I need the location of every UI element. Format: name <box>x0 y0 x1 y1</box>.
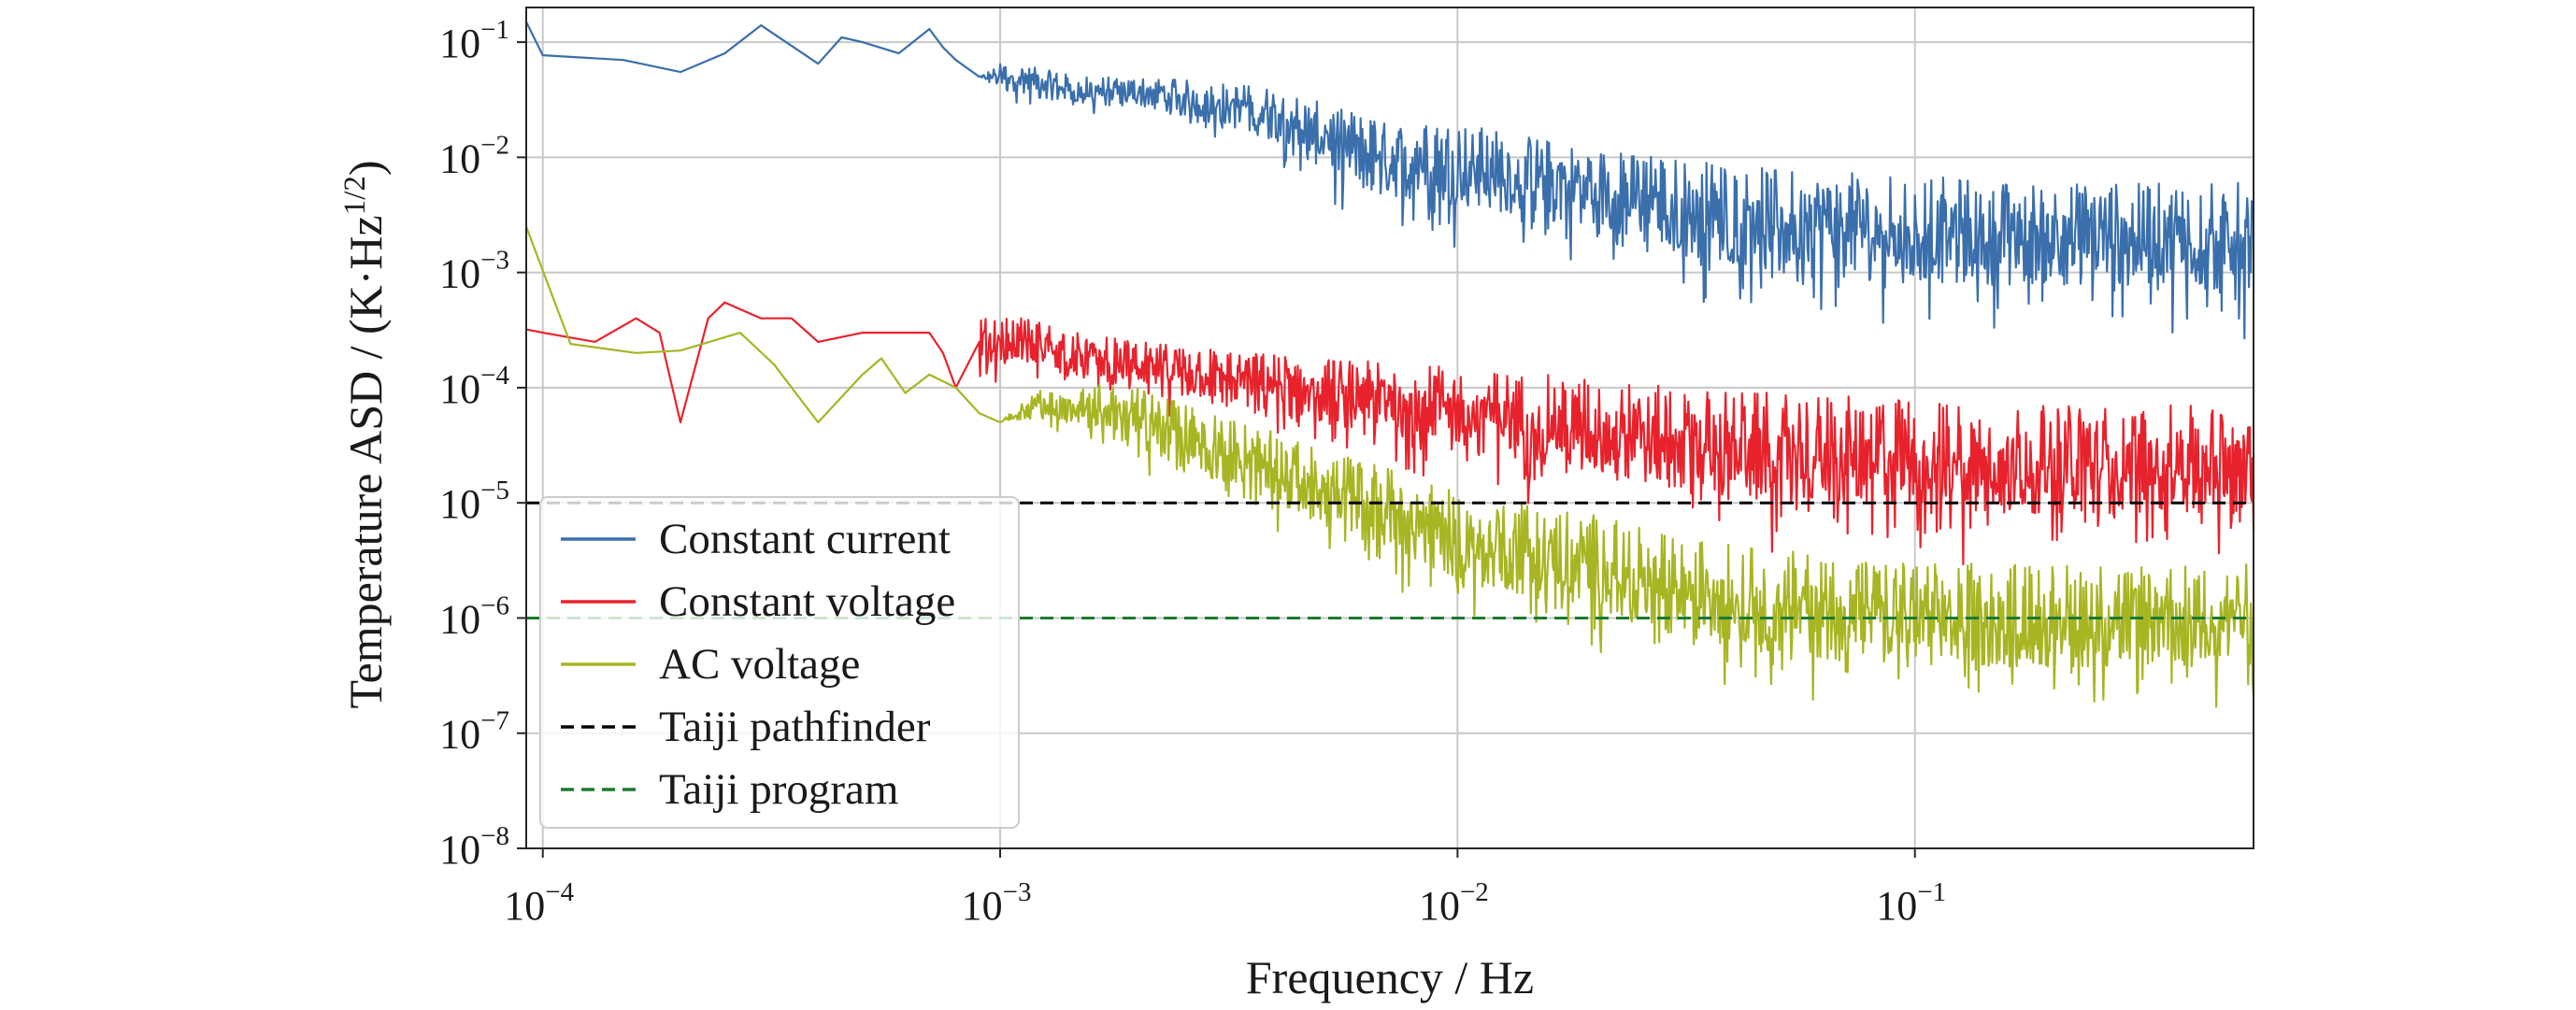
x-tick-exp: −1 <box>1917 877 1946 907</box>
y-tick-label: 10−4 <box>439 361 509 412</box>
y-tick-label: 10−3 <box>439 246 509 297</box>
x-axis-title: Frequency / Hz <box>1246 951 1534 1003</box>
y-tick-label: 10−8 <box>439 821 509 873</box>
legend-label-taiji-pathfinder: Taiji pathfinder <box>659 703 931 751</box>
y-tick-base: 10 <box>439 366 480 412</box>
x-tick-base: 10 <box>504 883 545 929</box>
series-line-constant-current <box>525 21 2254 340</box>
plot-frame <box>525 7 2254 849</box>
y-tick-exp: −4 <box>480 361 509 391</box>
y-tick-base: 10 <box>439 21 480 66</box>
y-tick-base: 10 <box>439 827 480 873</box>
x-tick-label: 10−2 <box>1419 877 1489 929</box>
y-axis-title-main: Temperature ASD / (K·Hz <box>339 215 392 708</box>
y-tick-exp: −6 <box>480 590 509 620</box>
y-axis-title-close: ) <box>339 160 392 176</box>
y-tick-label: 10−7 <box>439 706 509 758</box>
y-tick-label: 10−2 <box>439 130 509 181</box>
y-tick-base: 10 <box>439 596 480 642</box>
y-tick-exp: −1 <box>480 15 509 45</box>
y-tick-exp: −2 <box>480 130 509 160</box>
legend-label-taiji-program: Taiji program <box>659 765 898 814</box>
y-axis-title: Temperature ASD / (K·Hz1/2) <box>338 160 392 708</box>
y-tick-exp: −8 <box>480 821 509 851</box>
legend-frame <box>539 496 1020 829</box>
y-tick-exp: −3 <box>480 246 509 276</box>
y-axis-title-exp: 1/2 <box>338 176 372 215</box>
x-tick-base: 10 <box>1419 883 1460 929</box>
y-tick-base: 10 <box>439 135 480 181</box>
x-tick-exp: −2 <box>1460 877 1489 907</box>
x-tick-label: 10−3 <box>962 877 1032 929</box>
y-tick-exp: −7 <box>480 706 509 736</box>
x-tick-label: 10−4 <box>504 877 574 929</box>
legend-label-constant-voltage: Constant voltage <box>659 577 955 626</box>
y-tick-base: 10 <box>439 481 480 527</box>
x-tick-exp: −4 <box>545 877 574 907</box>
x-tick-base: 10 <box>1876 883 1917 929</box>
x-tick-base: 10 <box>962 883 1003 929</box>
legend: Constant current Constant voltage AC volta… <box>539 496 1020 829</box>
y-tick-base: 10 <box>439 251 480 297</box>
x-tick-exp: −3 <box>1003 877 1032 907</box>
series-line-ac-voltage <box>524 226 2255 708</box>
y-tick-exp: −5 <box>480 476 509 505</box>
y-tick-label: 10−5 <box>439 476 509 527</box>
y-tick-label: 10−6 <box>439 590 509 642</box>
x-tick-label: 10−1 <box>1876 877 1946 929</box>
y-tick-base: 10 <box>439 712 480 758</box>
y-tick-label: 10−1 <box>439 15 509 66</box>
tick-labels: 10−4 10−3 10−2 10−110−110−210−310−410−510−6… <box>439 15 1946 929</box>
legend-label-ac-voltage: AC voltage <box>659 640 860 689</box>
legend-label-constant-current: Constant current <box>659 515 951 563</box>
